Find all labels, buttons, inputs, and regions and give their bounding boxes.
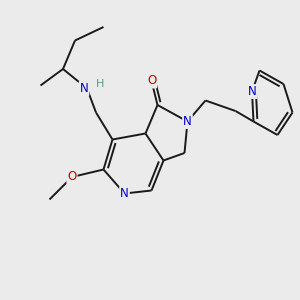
Text: N: N: [80, 82, 88, 95]
Text: N: N: [248, 85, 256, 98]
Text: O: O: [147, 74, 156, 88]
Text: N: N: [120, 187, 129, 200]
Text: N: N: [183, 115, 192, 128]
Text: H: H: [95, 79, 104, 89]
Text: O: O: [68, 170, 76, 184]
